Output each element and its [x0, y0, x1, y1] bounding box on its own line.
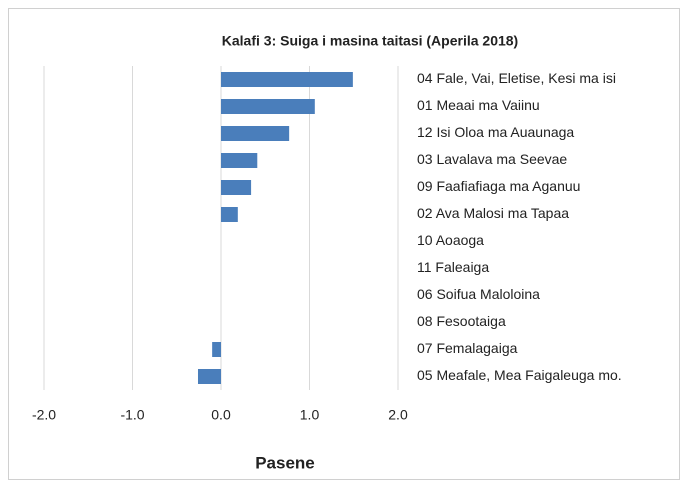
category-label: 10 Aoaoga	[417, 232, 484, 248]
chart-title: Kalafi 3: Suiga i masina taitasi (Aperil…	[222, 33, 518, 49]
category-label: 11 Faleaiga	[417, 259, 489, 275]
category-label: 05 Meafale, Mea Faigaleuga mo.	[417, 367, 622, 383]
bar	[221, 180, 252, 195]
bar	[221, 99, 315, 114]
x-tick-label: 1.0	[300, 407, 320, 423]
bar	[197, 369, 221, 384]
x-tick-label: 0.0	[211, 407, 231, 423]
category-label: 07 Femalagaiga	[417, 340, 518, 356]
category-label: 09 Faafiafiaga ma Aganuu	[417, 178, 580, 194]
category-label: 03 Lavalava ma Seevae	[417, 151, 567, 167]
category-label: 04 Fale, Vai, Eletise, Kesi ma isi	[417, 70, 616, 86]
bar	[212, 342, 221, 357]
category-label: 08 Fesootaiga	[417, 313, 506, 329]
bar	[221, 126, 290, 141]
x-axis-label: Pasene	[255, 453, 315, 472]
bar	[221, 207, 238, 222]
bar	[221, 153, 258, 168]
bar	[221, 72, 353, 87]
category-label: 02 Ava Malosi ma Tapaa	[417, 205, 569, 221]
category-label: 01 Meaai ma Vaiinu	[417, 97, 540, 113]
x-tick-label: -2.0	[32, 407, 56, 423]
category-label: 12 Isi Oloa ma Auaunaga	[417, 124, 574, 140]
x-tick-label: 2.0	[388, 407, 408, 423]
category-label: 06 Soifua Maloloina	[417, 286, 540, 302]
x-tick-label: -1.0	[120, 407, 144, 423]
